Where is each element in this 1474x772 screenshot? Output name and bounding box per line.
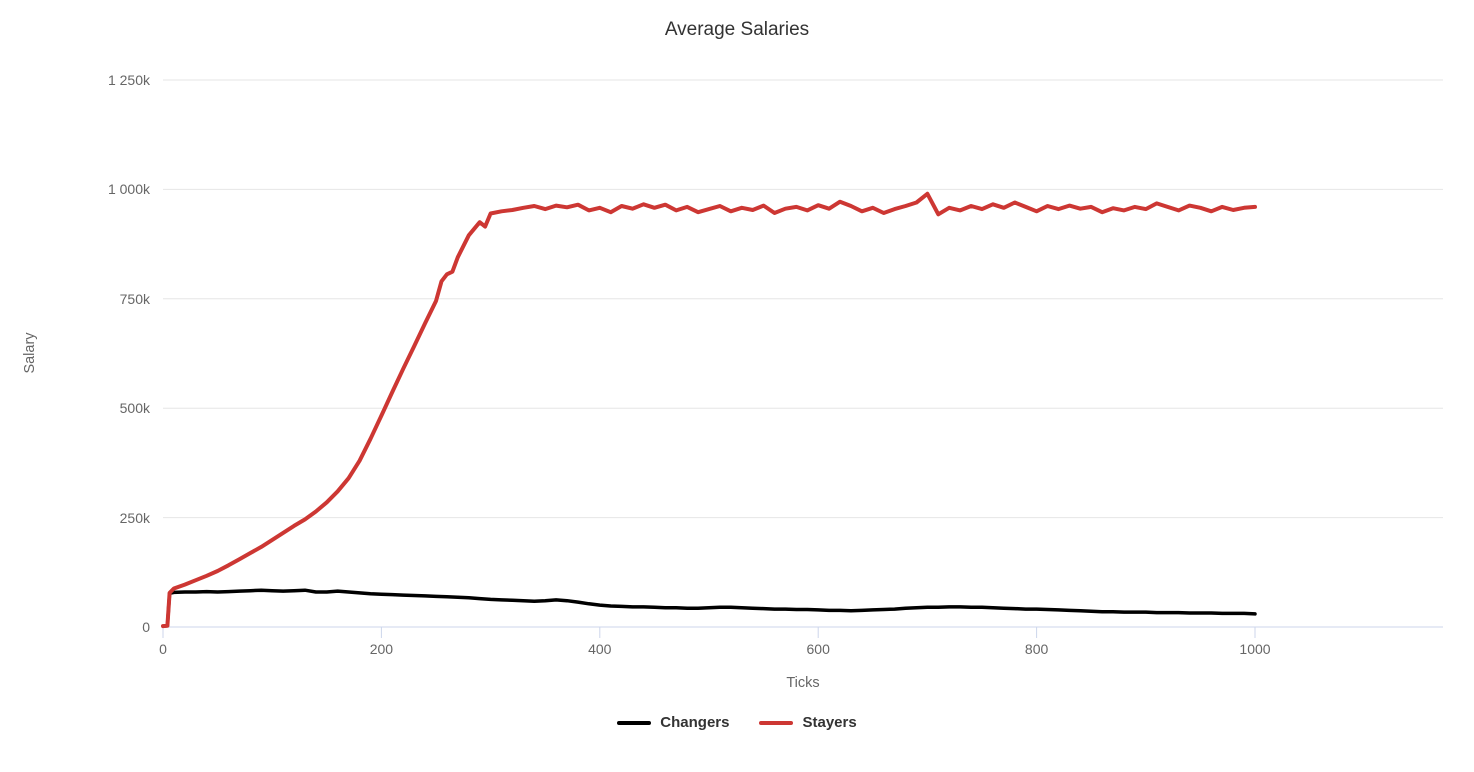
y-axis-title: Salary	[22, 332, 38, 374]
y-tick-label: 250k	[119, 509, 150, 526]
legend-swatch-changers-line-icon	[617, 720, 652, 725]
series-line-changers	[161, 588, 1257, 628]
x-tick-label: 600	[806, 641, 830, 657]
y-tick-label: 1 000k	[107, 181, 150, 198]
y-tick-label: 1 250k	[107, 72, 150, 88]
x-tick-label: 0	[159, 641, 167, 657]
chart-title: Average Salaries	[664, 19, 810, 40]
legend-swatch-stayers-line-icon	[759, 720, 794, 725]
legend-item-stayers[interactable]: Stayers	[759, 714, 857, 731]
y-tick-label: 0	[142, 619, 150, 635]
x-axis-title: Ticks	[786, 675, 820, 691]
x-tick-label: 400	[588, 641, 612, 657]
legend-label: Changers	[660, 714, 730, 731]
legend-item-changers[interactable]: Changers	[617, 714, 729, 731]
y-tick-label: 750k	[119, 290, 150, 307]
legend: Changers Stayers	[0, 714, 1474, 731]
series-line-stayers	[161, 191, 1257, 629]
x-tick-label: 1000	[1239, 641, 1271, 657]
y-tick-label: 500k	[119, 400, 150, 417]
x-tick-label: 200	[369, 641, 394, 657]
x-tick-label: 800	[1024, 641, 1049, 657]
legend-label: Stayers	[802, 714, 857, 731]
